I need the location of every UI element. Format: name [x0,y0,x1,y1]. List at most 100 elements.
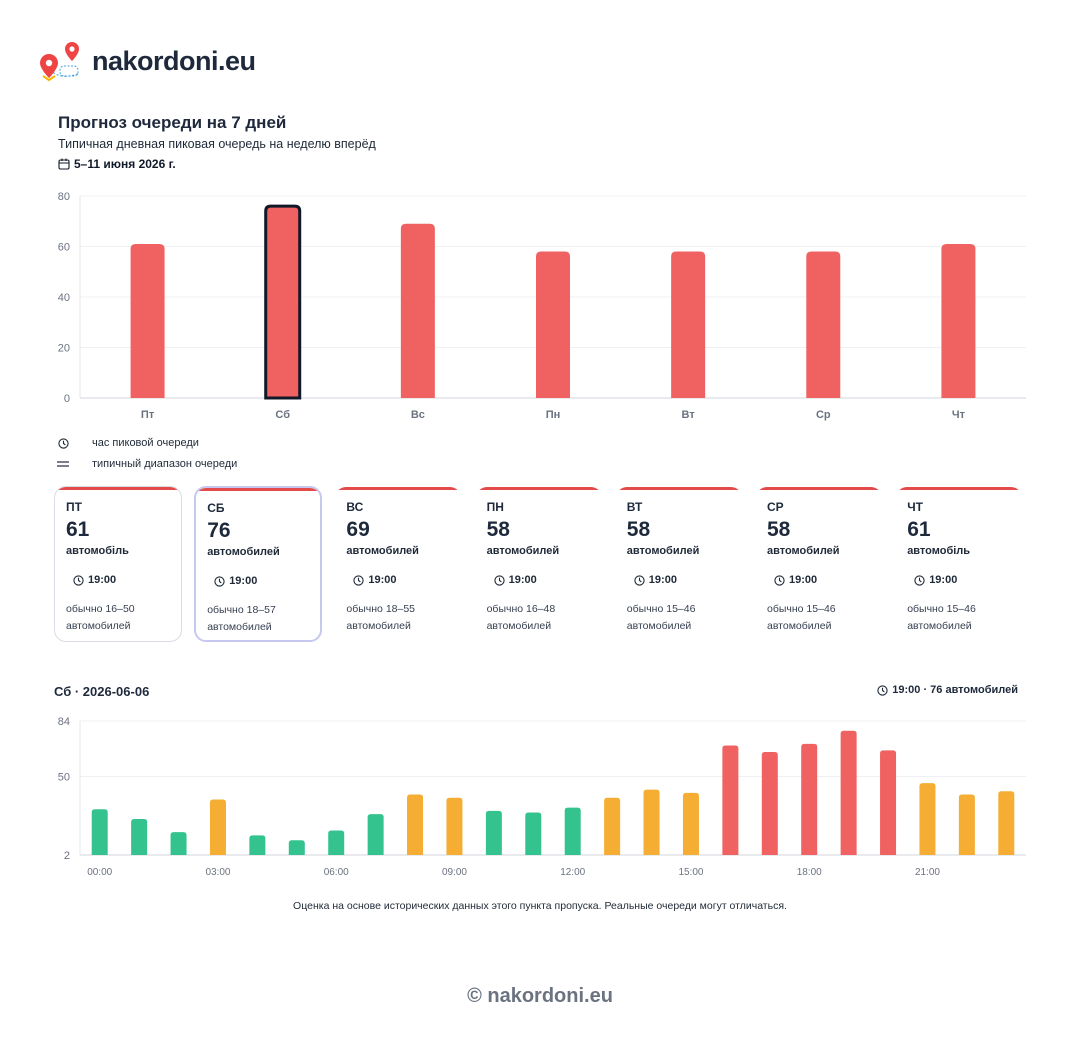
map-pins-icon [40,42,79,82]
copyright: © nakordoni.eu [467,985,613,1007]
x-tick-label: 18:00 [797,867,822,878]
card-top-bar [55,487,181,490]
card-top-bar [615,487,742,490]
hour-bar[interactable] [682,792,699,855]
y-tick-label: 60 [58,242,70,254]
hour-bar[interactable] [446,797,463,855]
card-day: ПТ [66,500,82,514]
day-card[interactable]: ПН 58 автомобилей 19:00 обычно 16–48 авт… [474,486,603,642]
card-unit: автомобилей [486,545,560,557]
card-peak: 19:00 [914,574,957,586]
hour-bar[interactable] [880,750,897,855]
legend-peak-hour: час пиковой очереди [56,436,199,450]
equals-icon [56,457,70,471]
hour-bar[interactable] [170,832,187,855]
hour-bar[interactable] [249,835,266,855]
hour-bar[interactable] [525,812,542,855]
card-day: ЧТ [907,500,923,514]
card-unit: автомобилей [346,545,419,557]
hour-bar[interactable] [564,807,581,855]
card-range: обычно 15–46 автомобилей [767,603,836,632]
card-unit: автомобіль [66,545,129,557]
card-range: обычно 18–57 автомобилей [207,604,276,633]
hourly-chart: 2 50 84 00:00 03:00 06:00 09:00 12:00 15:00 18:00… [58,716,1026,878]
clock-icon [493,574,505,586]
hour-bar[interactable] [288,840,305,855]
hour-bar[interactable] [761,752,778,855]
hour-bar[interactable] [367,814,384,855]
card-peak-time: 19:00 [648,574,677,586]
day-card[interactable]: СР 58 автомобилей 19:00 обычно 15–46 авт… [755,486,883,642]
detail-peak-summary: 19:00 · 76 автомобилей [877,684,1018,696]
card-top-bar [335,487,462,490]
card-unit: автомобилей [626,545,700,557]
day-bar[interactable] [130,243,165,398]
x-tick-label: Ср [816,409,831,421]
card-top-bar [756,487,882,490]
detail-peak-summary-text: 19:00 · 76 автомобилей [892,684,1018,696]
clock-icon [56,436,70,450]
card-top-bar [896,487,1023,490]
hour-bar[interactable] [328,830,345,855]
day-cards: ПТ 61 автомобіль 19:00 обычно 16–50 авто… [54,486,1026,646]
page-title: Прогноз очереди на 7 дней [58,113,287,132]
hour-bar[interactable] [998,791,1015,855]
hour-bar[interactable] [958,794,975,855]
day-card[interactable]: ЧТ 61 автомобіль 19:00 обычно 15–46 авто… [895,486,1024,642]
y-tick-label: 2 [64,850,70,862]
day-bar[interactable] [941,243,976,398]
hour-bar[interactable] [919,783,936,855]
card-top-bar [475,487,602,490]
day-bar[interactable] [671,251,706,398]
day-card[interactable]: ВС 69 автомобилей 19:00 обычно 18–55 авт… [334,486,463,642]
card-peak-time: 19:00 [789,574,818,586]
x-tick-label: 21:00 [915,867,940,878]
hour-bar[interactable] [801,743,818,855]
card-day: ПН [486,500,504,514]
y-tick-label: 40 [58,292,70,304]
day-bar[interactable] [400,223,435,398]
card-peak-time: 19:00 [508,574,537,586]
card-day: ВТ [626,500,643,514]
calendar-icon [58,158,70,170]
hour-bar[interactable] [131,819,148,855]
card-range: обычно 18–55 автомобилей [346,603,416,632]
x-tick-label: Пт [141,409,155,421]
card-day: ВС [346,500,364,514]
day-card[interactable]: ВТ 58 автомобилей 19:00 обычно 15–46 авт… [614,486,743,642]
card-range: обычно 16–50 автомобилей [66,603,135,632]
clock-icon [353,574,365,586]
disclaimer: Оценка на основе исторических данных это… [293,900,787,912]
card-peak: 19:00 [214,575,257,587]
card-day: СБ [207,501,225,515]
y-tick-label: 0 [64,393,70,405]
card-range: обычно 16–48 автомобилей [486,603,556,632]
card-peak: 19:00 [634,574,677,586]
day-bar[interactable] [536,251,570,398]
date-range: 5–11 июня 2026 г. [58,157,176,171]
x-tick-label: Вт [682,409,696,421]
day-card[interactable]: ПТ 61 автомобіль 19:00 обычно 16–50 авто… [54,486,182,642]
card-day: СР [767,500,784,514]
x-tick-label: Чт [952,409,966,421]
legend-typical-range: типичный диапазон очереди [56,457,237,471]
hour-bar[interactable] [485,810,502,855]
hour-bar[interactable] [722,745,739,855]
x-tick-label: Вс [411,409,425,421]
date-range-text: 5–11 июня 2026 г. [74,157,176,171]
day-bar[interactable] [806,251,841,398]
brand-logo[interactable]: nakordoni.eu [38,40,256,82]
hour-bar[interactable] [407,794,424,855]
hour-bar[interactable] [643,789,660,855]
hour-bar[interactable] [209,799,226,855]
clock-icon [914,574,925,586]
hour-bar[interactable] [91,809,108,855]
hour-bar[interactable] [604,797,621,855]
day-bar[interactable] [264,204,302,400]
detail-title: Сб · 2026-06-06 [54,684,150,699]
day-card[interactable]: СБ 76 автомобилей 19:00 обычно 18–57 авт… [194,486,323,642]
card-value: 69 [346,518,370,541]
hour-bar[interactable] [840,730,857,855]
card-peak: 19:00 [353,574,397,586]
card-top-bar [196,488,321,491]
